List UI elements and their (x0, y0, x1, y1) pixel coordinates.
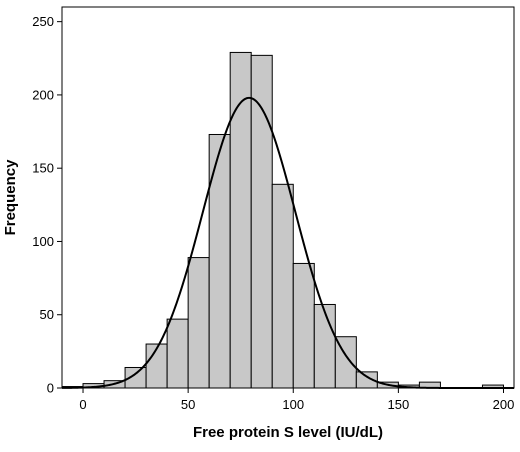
y-axis: 0 50 100 150 200 250 (32, 14, 62, 396)
x-tick-label: 0 (79, 397, 86, 412)
y-tick-label: 0 (47, 381, 54, 396)
x-tick-label: 100 (282, 397, 304, 412)
histogram-bar (250, 54, 273, 389)
y-tick-label: 250 (32, 14, 54, 29)
histogram-bar (313, 303, 336, 389)
histogram-bar (187, 257, 210, 389)
y-tick-label: 50 (40, 307, 54, 322)
histogram-bar (208, 133, 231, 389)
histogram-bar (355, 371, 378, 389)
y-tick-label: 100 (32, 234, 54, 249)
y-tick-label: 150 (32, 161, 54, 176)
bars-layer (61, 51, 504, 389)
x-tick-label: 200 (493, 397, 515, 412)
x-axis: 0 50 100 150 200 (79, 388, 514, 412)
normal-curve (61, 96, 514, 389)
x-axis-label: Free protein S level (IU/dL) (193, 424, 383, 441)
x-tick-label: 50 (181, 397, 195, 412)
y-axis-label: Frequency (2, 159, 19, 236)
x-tick-label: 150 (388, 397, 410, 412)
histogram-bar (271, 183, 294, 389)
y-tick-label: 200 (32, 87, 54, 102)
histogram-bar (334, 336, 357, 389)
histogram-bar (292, 262, 315, 389)
histogram-bar (166, 318, 189, 389)
